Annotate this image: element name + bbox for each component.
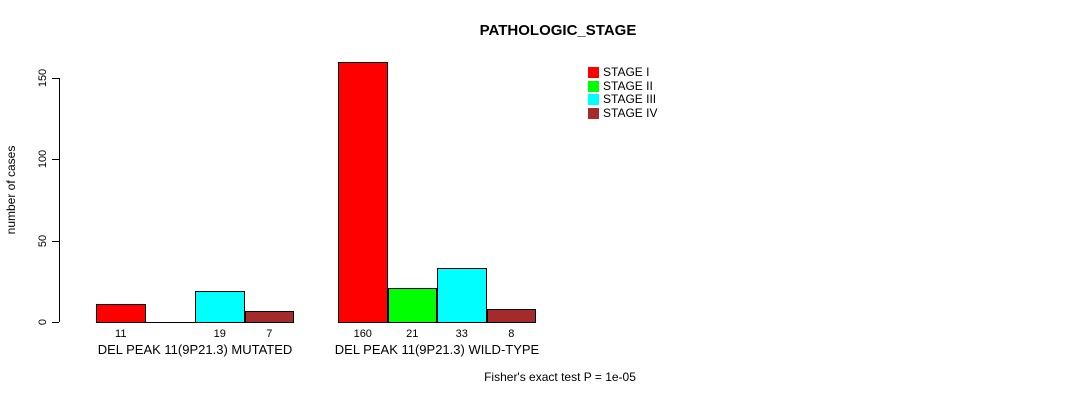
footer-annotation: Fisher's exact test P = 1e-05 (484, 370, 636, 384)
legend-item: STAGE IV (588, 107, 657, 121)
legend-item: STAGE II (588, 80, 657, 94)
legend-swatch-icon (588, 67, 599, 79)
y-tick-mark (52, 78, 59, 79)
y-tick-mark (52, 159, 59, 160)
x-axis-group-label-mutated: DEL PEAK 11(9P21.3) MUTATED (97, 342, 293, 357)
bar-value-label: 11 (115, 328, 127, 340)
legend-swatch-icon (588, 107, 599, 119)
bar-stage-ii-group1 (388, 288, 437, 323)
y-tick-mark (52, 322, 59, 323)
bar-value-label: 8 (508, 328, 515, 340)
legend-item: STAGE III (588, 93, 657, 107)
legend-label: STAGE III (603, 92, 657, 107)
legend-label: STAGE IV (603, 105, 658, 120)
bar-value-label: 21 (406, 328, 419, 340)
y-tick-label: 150 (37, 68, 49, 88)
legend-item: STAGE I (588, 66, 657, 80)
chart-title: PATHOLOGIC_STAGE (479, 22, 637, 39)
legend-label: STAGE I (603, 65, 650, 80)
y-axis-line (59, 78, 60, 322)
x-axis-group-label-wild-type: DEL PEAK 11(9P21.3) WILD-TYPE (334, 342, 540, 357)
legend: STAGE I STAGE II STAGE III STAGE IV (588, 66, 657, 120)
bar-stage-iv-group0 (245, 311, 294, 323)
bar-stage-iv-group1 (487, 309, 536, 323)
y-tick-mark (52, 241, 59, 242)
bar-stage-iii-group1 (437, 268, 487, 323)
y-tick-label: 50 (37, 234, 49, 248)
bar-value-label: 19 (213, 328, 226, 340)
legend-swatch-icon (588, 80, 599, 92)
bar-stage-i-group0 (96, 304, 146, 323)
bar-value-label: 33 (455, 328, 468, 340)
legend-label: STAGE II (603, 78, 653, 93)
bar-stage-iii-group0 (195, 291, 245, 323)
legend-swatch-icon (588, 94, 599, 106)
y-tick-label: 100 (37, 149, 49, 169)
bar-stage-i-group1 (338, 62, 388, 323)
y-axis-label: number of cases (4, 145, 18, 235)
bar-value-label: 7 (266, 328, 273, 340)
bar-value-label: 160 (353, 328, 372, 340)
y-tick-label: 0 (37, 318, 49, 326)
